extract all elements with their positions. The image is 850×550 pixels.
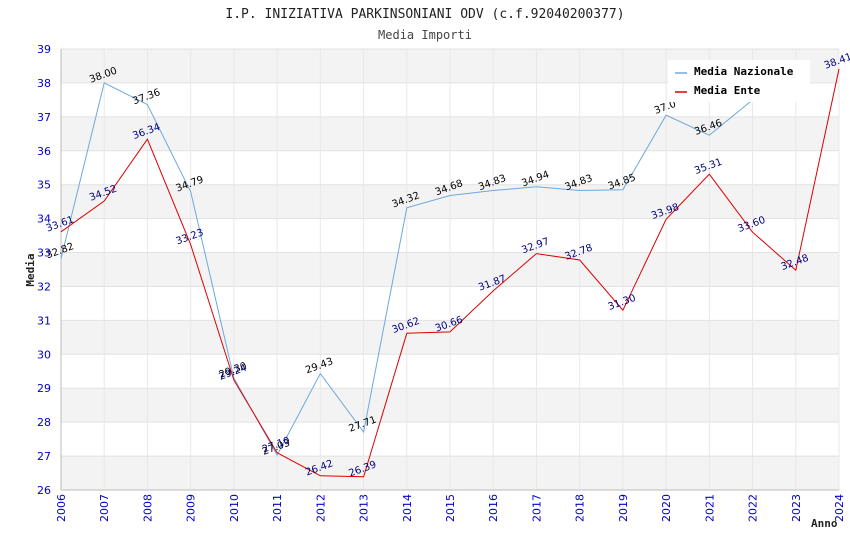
y-tick-label: 28 [37,416,51,429]
legend-label-media-nazionale: Media Nazionale [694,65,794,78]
x-tick-label: 2007 [98,494,111,522]
series-line-media-nazionale [60,82,753,457]
x-tick-label: 2016 [487,494,500,522]
x-tick-label: 2009 [185,494,198,522]
x-tick-label: 2018 [574,494,587,522]
y-tick-label: 29 [37,382,51,395]
y-axis-ticks: 26 27 28 29 30 31 32 33 34 35 36 37 38 39 [37,43,51,497]
x-tick-label: 2014 [401,494,414,522]
y-tick-label: 37 [37,111,51,124]
x-tick-label: 2012 [314,494,327,522]
x-axis-ticks: 2006 2007 2008 2009 2010 2011 2012 2013 2014 2015… [55,494,846,522]
y-tick-label: 38 [37,77,51,90]
legend-label-media-ente: Media Ente [694,84,761,97]
x-tick-label: 2015 [444,494,457,522]
chart-title: I.P. INIZIATIVA PARKINSONIANI ODV (c.f.9… [225,7,624,22]
x-axis-label: Anno [811,517,838,530]
y-axis-label: Media [24,253,37,286]
x-tick-label: 2024 [833,494,846,522]
y-tick-label: 27 [37,450,51,463]
y-tick-label: 33 [37,247,51,260]
y-tick-label: 36 [37,145,51,158]
x-tick-label: 2013 [358,494,371,522]
x-tick-label: 2022 [747,494,760,522]
series-line-media-ente [60,68,840,478]
grid-lines [60,48,840,491]
y-tick-label: 30 [37,348,51,361]
chart-subtitle: Media Importi [378,28,472,42]
y-tick-label: 34 [37,213,51,226]
y-tick-label: 32 [37,280,51,293]
series-lines [60,68,840,478]
legend-box [668,60,810,102]
x-tick-label: 2023 [790,494,803,522]
x-tick-label: 2020 [660,494,673,522]
y-tick-label: 31 [37,314,51,327]
x-tick-label: 2019 [617,494,630,522]
x-tick-label: 2021 [703,494,716,522]
legend: Media Nazionale Media Ente [668,60,810,102]
y-tick-label: 35 [37,179,51,192]
x-tick-label: 2010 [228,494,241,522]
x-tick-label: 2006 [55,494,68,522]
x-tick-label: 2011 [271,494,284,522]
x-tick-label: 2017 [530,494,543,522]
y-tick-label: 39 [37,43,51,56]
x-tick-label: 2008 [141,494,154,522]
y-tick-label: 26 [37,484,51,497]
